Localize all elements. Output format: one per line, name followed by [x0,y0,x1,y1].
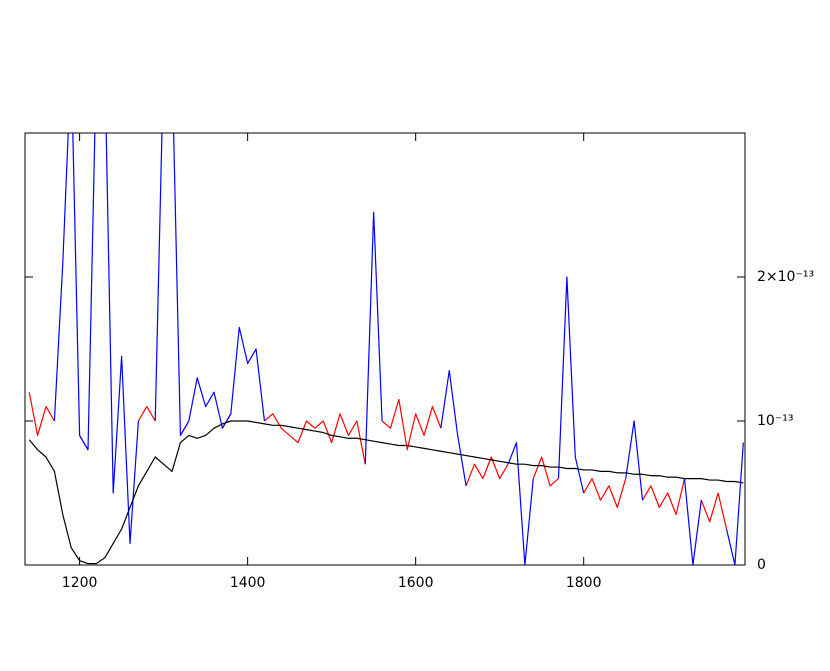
plot-lines [28,133,744,565]
y-tick-label: 2×10⁻¹³ [757,269,814,285]
y-tick-label: 0 [757,557,766,573]
x-tick-label: 1600 [398,575,434,591]
y-tick-label: 10⁻¹³ [757,413,793,429]
spectrum-line [28,392,728,530]
x-tick-label: 1800 [566,575,602,591]
spectrum-line [53,133,744,565]
spectrum-line [28,420,744,565]
x-tick-label: 1200 [62,575,98,591]
plot-frame [24,132,746,566]
x-tick-label: 1400 [230,575,266,591]
